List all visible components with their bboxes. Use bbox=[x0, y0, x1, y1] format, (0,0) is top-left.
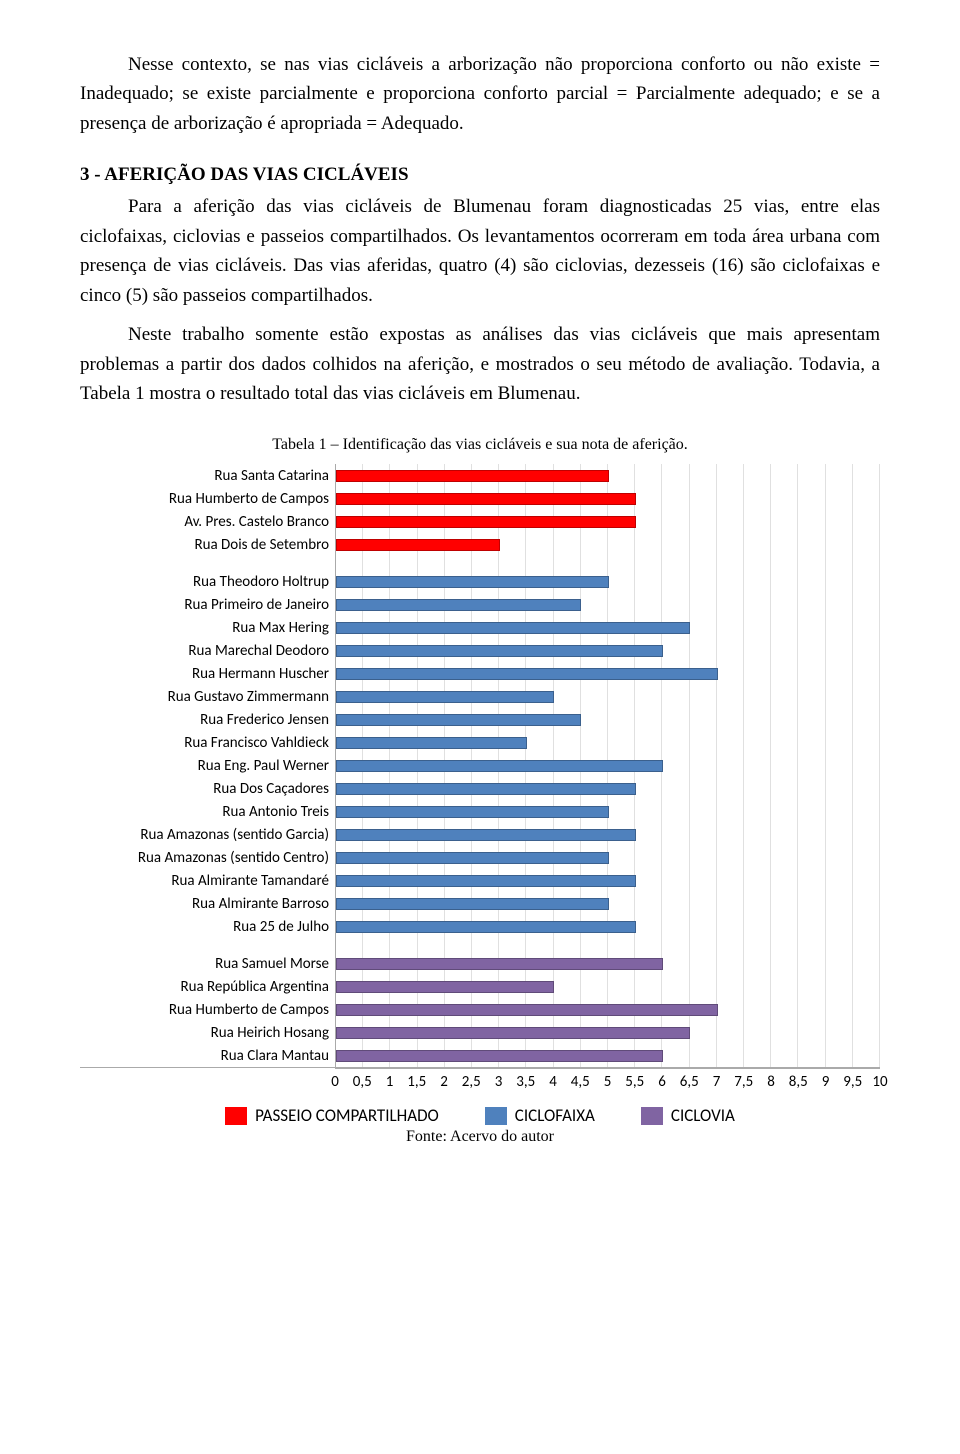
chart-y-labels: Rua Santa CatarinaRua Humberto de Campos… bbox=[80, 464, 335, 1067]
chart-x-tick: 3 bbox=[495, 1073, 503, 1091]
chart-bar bbox=[336, 464, 880, 487]
chart-source: Fonte: Acervo do autor bbox=[80, 1128, 880, 1146]
chart-bar bbox=[336, 952, 880, 975]
chart-bar bbox=[336, 892, 880, 915]
chart-row-label: Rua Primeiro de Janeiro bbox=[80, 593, 335, 616]
chart-row-label: Rua Amazonas (sentido Centro) bbox=[80, 846, 335, 869]
chart-x-tick: 0,5 bbox=[353, 1073, 372, 1091]
chart-bar bbox=[336, 1044, 880, 1067]
legend-item: CICLOFAIXA bbox=[485, 1105, 595, 1126]
chart-row-label: Rua República Argentina bbox=[80, 975, 335, 998]
chart-row-label: Rua Santa Catarina bbox=[80, 464, 335, 487]
chart-bar bbox=[336, 846, 880, 869]
chart-bar bbox=[336, 639, 880, 662]
chart-row-label: Rua Theodoro Holtrup bbox=[80, 570, 335, 593]
chart-bar bbox=[336, 754, 880, 777]
chart-row-label: Rua Antonio Treis bbox=[80, 800, 335, 823]
chart-x-tick: 8,5 bbox=[789, 1073, 808, 1091]
chart-row-label: Rua Hermann Huscher bbox=[80, 662, 335, 685]
chart-bar bbox=[336, 616, 880, 639]
chart-row-label: Rua Samuel Morse bbox=[80, 952, 335, 975]
chart-x-tick: 3,5 bbox=[516, 1073, 535, 1091]
chart-bar bbox=[336, 975, 880, 998]
legend-swatch bbox=[641, 1107, 663, 1125]
chart-x-tick: 10 bbox=[872, 1073, 887, 1091]
chart-row-label: Rua Dois de Setembro bbox=[80, 533, 335, 556]
chart-x-tick: 7,5 bbox=[734, 1073, 753, 1091]
chart-x-tick: 1,5 bbox=[407, 1073, 426, 1091]
chart-bar bbox=[336, 487, 880, 510]
chart-row-label: Rua Almirante Barroso bbox=[80, 892, 335, 915]
chart-x-axis: 00,511,522,533,544,555,566,577,588,599,5… bbox=[335, 1068, 880, 1091]
chart-x-tick: 0 bbox=[331, 1073, 339, 1091]
chart-row-label: Rua Eng. Paul Werner bbox=[80, 754, 335, 777]
chart-bar bbox=[336, 1021, 880, 1044]
chart-row-label: Rua Max Hering bbox=[80, 616, 335, 639]
chart-x-tick: 5 bbox=[604, 1073, 612, 1091]
chart-x-tick: 6 bbox=[658, 1073, 666, 1091]
chart-bar bbox=[336, 533, 880, 556]
chart-x-tick: 2,5 bbox=[462, 1073, 481, 1091]
chart-x-tick: 7 bbox=[713, 1073, 721, 1091]
chart-bar bbox=[336, 869, 880, 892]
chart-x-tick: 9,5 bbox=[843, 1073, 862, 1091]
chart-row-label: Rua 25 de Julho bbox=[80, 915, 335, 938]
legend-label: PASSEIO COMPARTILHADO bbox=[255, 1105, 439, 1126]
chart-x-tick: 8 bbox=[767, 1073, 775, 1091]
chart-row-label: Rua Humberto de Campos bbox=[80, 487, 335, 510]
paragraph-3: Neste trabalho somente estão expostas as… bbox=[80, 320, 880, 408]
chart-row-label: Rua Frederico Jensen bbox=[80, 708, 335, 731]
paragraph-1: Nesse contexto, se nas vias cicláveis a … bbox=[80, 50, 880, 138]
legend-swatch bbox=[225, 1107, 247, 1125]
chart-plot: Rua Santa CatarinaRua Humberto de Campos… bbox=[80, 464, 880, 1068]
legend-swatch bbox=[485, 1107, 507, 1125]
chart-bar bbox=[336, 777, 880, 800]
chart-row-label: Rua Amazonas (sentido Garcia) bbox=[80, 823, 335, 846]
section-title: 3 - AFERIÇÃO DAS VIAS CICLÁVEIS bbox=[80, 164, 880, 186]
chart-row-label: Rua Dos Caçadores bbox=[80, 777, 335, 800]
legend-label: CICLOFAIXA bbox=[515, 1105, 595, 1126]
chart-bar bbox=[336, 510, 880, 533]
chart-x-tick: 4 bbox=[549, 1073, 557, 1091]
chart-x-tick: 6,5 bbox=[680, 1073, 699, 1091]
chart-bar bbox=[336, 823, 880, 846]
chart-bar bbox=[336, 800, 880, 823]
chart-row-label: Rua Clara Mantau bbox=[80, 1044, 335, 1067]
chart-x-tick: 1 bbox=[386, 1073, 394, 1091]
chart-bar bbox=[336, 685, 880, 708]
chart-x-tick: 9 bbox=[822, 1073, 830, 1091]
chart-legend: PASSEIO COMPARTILHADO CICLOFAIXA CICLOVIA bbox=[80, 1105, 880, 1126]
legend-label: CICLOVIA bbox=[671, 1105, 735, 1126]
chart-x-tick: 2 bbox=[440, 1073, 448, 1091]
chart-bars-area bbox=[335, 464, 880, 1067]
chart-bar bbox=[336, 708, 880, 731]
chart-row-label: Rua Almirante Tamandaré bbox=[80, 869, 335, 892]
chart-bar bbox=[336, 915, 880, 938]
chart-row-label: Rua Humberto de Campos bbox=[80, 998, 335, 1021]
chart-bar bbox=[336, 662, 880, 685]
chart-bar bbox=[336, 998, 880, 1021]
chart-x-tick: 5,5 bbox=[625, 1073, 644, 1091]
chart-bar-tracks bbox=[336, 464, 880, 1067]
bar-chart: Rua Santa CatarinaRua Humberto de Campos… bbox=[80, 464, 880, 1126]
chart-x-tick: 4,5 bbox=[571, 1073, 590, 1091]
chart-row-label: Av. Pres. Castelo Branco bbox=[80, 510, 335, 533]
chart-row-label: Rua Gustavo Zimmermann bbox=[80, 685, 335, 708]
page: Nesse contexto, se nas vias cicláveis a … bbox=[0, 0, 960, 1186]
legend-item: CICLOVIA bbox=[641, 1105, 735, 1126]
chart-row-label: Rua Marechal Deodoro bbox=[80, 639, 335, 662]
chart-caption: Tabela 1 – Identificação das vias cicláv… bbox=[80, 436, 880, 454]
chart-row-label: Rua Francisco Vahldieck bbox=[80, 731, 335, 754]
paragraph-2-text: Para a aferição das vias cicláveis de Bl… bbox=[80, 196, 880, 305]
chart-bar bbox=[336, 593, 880, 616]
chart-bar bbox=[336, 731, 880, 754]
chart-bar bbox=[336, 570, 880, 593]
paragraph-2: Para a aferição das vias cicláveis de Bl… bbox=[80, 192, 880, 310]
chart-row-label: Rua Heirich Hosang bbox=[80, 1021, 335, 1044]
legend-item: PASSEIO COMPARTILHADO bbox=[225, 1105, 439, 1126]
